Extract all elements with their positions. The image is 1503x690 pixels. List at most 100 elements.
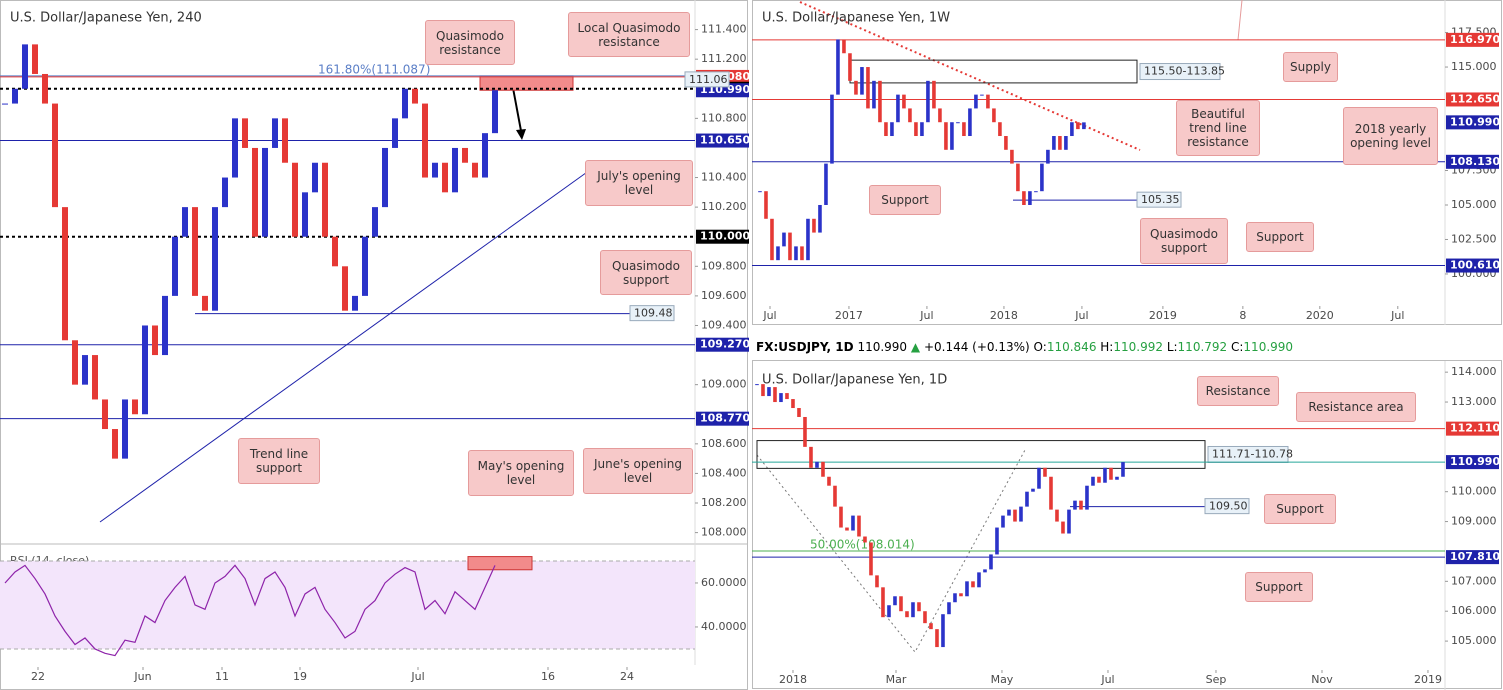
rsi-band — [0, 560, 695, 649]
candle — [142, 325, 148, 415]
candle — [1058, 136, 1062, 150]
candle — [2, 103, 8, 105]
candle — [938, 108, 942, 123]
candle — [890, 122, 894, 137]
arrow: ▲ — [910, 340, 921, 354]
candle — [12, 88, 18, 104]
candle — [872, 80, 876, 109]
candle — [412, 88, 418, 104]
label-box — [684, 71, 730, 88]
y-tick-label: 111.200 — [701, 52, 747, 65]
price-tag-label: 110.990 — [1450, 455, 1500, 468]
candle — [1082, 122, 1086, 130]
x-tick-label: Jun — [133, 670, 151, 683]
candle — [1079, 500, 1083, 510]
candle — [182, 207, 188, 237]
x-tick-label: 2017 — [835, 309, 863, 322]
y-tick-label: 110.400 — [701, 171, 747, 184]
y-tick-label: 109.600 — [701, 289, 747, 302]
candle — [492, 90, 498, 134]
price-tag — [696, 411, 749, 426]
x-tick-label: 2020 — [1306, 309, 1334, 322]
candle — [839, 506, 843, 528]
candle — [1019, 506, 1023, 522]
candle — [941, 614, 945, 648]
candle — [1076, 122, 1080, 130]
candle — [998, 122, 1002, 137]
candle — [1103, 467, 1107, 483]
rsi-line — [4, 564, 496, 657]
candle — [132, 399, 138, 415]
candle — [1025, 491, 1029, 507]
candle — [1121, 462, 1125, 477]
candle — [803, 416, 807, 447]
y-tick-label: 108.000 — [701, 526, 747, 539]
price-tag — [696, 229, 749, 244]
range-label: 111.71-110.78 — [1212, 447, 1293, 460]
callout: 2018 yearly opening level — [1343, 107, 1438, 165]
candle — [911, 602, 915, 618]
candle — [62, 207, 68, 341]
candle — [1064, 136, 1068, 150]
candle — [1052, 136, 1056, 150]
x-tick-label: 2019 — [1414, 673, 1442, 686]
candle — [392, 118, 398, 148]
x-tick-label: Jul — [1390, 309, 1404, 322]
y-tick-label: 106.000 — [1451, 604, 1497, 617]
candle — [917, 602, 921, 612]
callout: Local Quasimodo resistance — [568, 12, 690, 57]
candle — [773, 387, 777, 403]
candle — [332, 236, 338, 267]
candle — [815, 461, 819, 468]
candle — [824, 163, 828, 205]
candle — [974, 94, 978, 109]
callout: July's opening level — [585, 160, 693, 206]
y-tick-label: 111.400 — [701, 23, 747, 36]
candle — [812, 218, 816, 233]
close: 110.990 — [1243, 340, 1294, 354]
candle — [800, 246, 804, 261]
y-tick-label: 105.000 — [1451, 198, 1497, 211]
candle — [830, 94, 834, 164]
x-tick-label: 2018 — [779, 673, 807, 686]
candle — [884, 122, 888, 137]
callout: June's opening level — [583, 448, 693, 494]
candle — [82, 355, 88, 385]
candle — [863, 536, 867, 543]
candle — [851, 515, 855, 531]
candle — [980, 94, 984, 96]
candle — [452, 147, 458, 193]
candle — [929, 623, 933, 630]
candle — [1097, 476, 1101, 483]
candle — [971, 581, 975, 588]
candle — [860, 67, 864, 95]
candle — [122, 399, 128, 459]
y-tick-label: 110.000 — [1451, 485, 1497, 498]
marker-label: 111.06 — [689, 73, 728, 86]
candle — [1016, 163, 1020, 192]
candle — [926, 80, 930, 123]
x-tick-label: Jul — [762, 309, 776, 322]
candle — [352, 295, 358, 311]
candle — [956, 122, 960, 124]
y-tick-label: 60.0000 — [701, 576, 747, 589]
price-tag — [1446, 115, 1499, 130]
candle — [968, 108, 972, 137]
candle — [242, 118, 248, 148]
x-tick-label: 16 — [541, 670, 555, 683]
candle — [944, 122, 948, 150]
candle — [947, 602, 951, 615]
candle — [965, 581, 969, 597]
candle — [1091, 476, 1095, 486]
change: +0.144 (+0.13%) — [923, 340, 1030, 354]
callout: Quasimodo support — [600, 250, 692, 295]
high-label: H: — [1100, 340, 1114, 354]
candle — [1067, 509, 1071, 534]
x-tick-label: 8 — [1239, 309, 1246, 322]
candle — [857, 515, 861, 537]
y-tick-label: 109.400 — [701, 318, 747, 331]
candle — [788, 232, 792, 261]
price-tag — [1446, 455, 1499, 470]
x-tick-label: Jul — [1074, 309, 1088, 322]
